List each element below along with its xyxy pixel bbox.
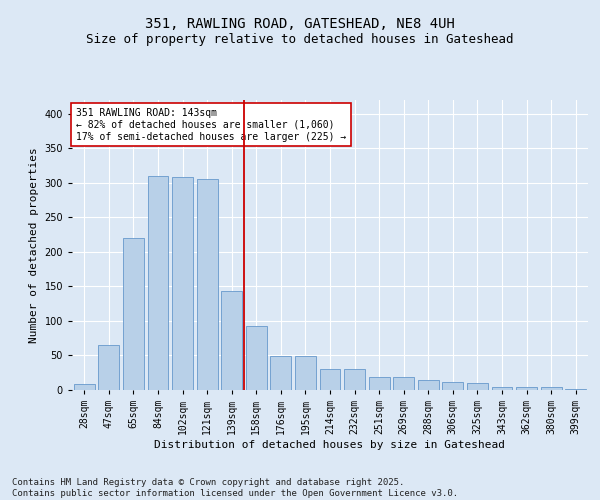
Text: Size of property relative to detached houses in Gateshead: Size of property relative to detached ho… <box>86 32 514 46</box>
Bar <box>74 384 95 390</box>
Bar <box>221 292 242 390</box>
Bar <box>148 176 169 390</box>
Bar <box>491 386 512 390</box>
Bar <box>467 383 488 390</box>
Bar <box>565 388 586 390</box>
Text: 351, RAWLING ROAD, GATESHEAD, NE8 4UH: 351, RAWLING ROAD, GATESHEAD, NE8 4UH <box>145 18 455 32</box>
Text: Contains HM Land Registry data © Crown copyright and database right 2025.
Contai: Contains HM Land Registry data © Crown c… <box>12 478 458 498</box>
Bar <box>98 345 119 390</box>
Bar <box>393 377 414 390</box>
Bar <box>368 377 389 390</box>
Bar <box>172 178 193 390</box>
Text: 351 RAWLING ROAD: 143sqm
← 82% of detached houses are smaller (1,060)
17% of sem: 351 RAWLING ROAD: 143sqm ← 82% of detach… <box>76 108 346 142</box>
Y-axis label: Number of detached properties: Number of detached properties <box>29 147 39 343</box>
Bar <box>516 386 537 390</box>
Bar <box>320 370 340 390</box>
Bar <box>271 356 292 390</box>
X-axis label: Distribution of detached houses by size in Gateshead: Distribution of detached houses by size … <box>155 440 505 450</box>
Bar <box>197 180 218 390</box>
Bar <box>295 356 316 390</box>
Bar <box>442 382 463 390</box>
Bar <box>123 238 144 390</box>
Bar <box>541 387 562 390</box>
Bar <box>418 380 439 390</box>
Bar <box>246 326 267 390</box>
Bar <box>344 370 365 390</box>
